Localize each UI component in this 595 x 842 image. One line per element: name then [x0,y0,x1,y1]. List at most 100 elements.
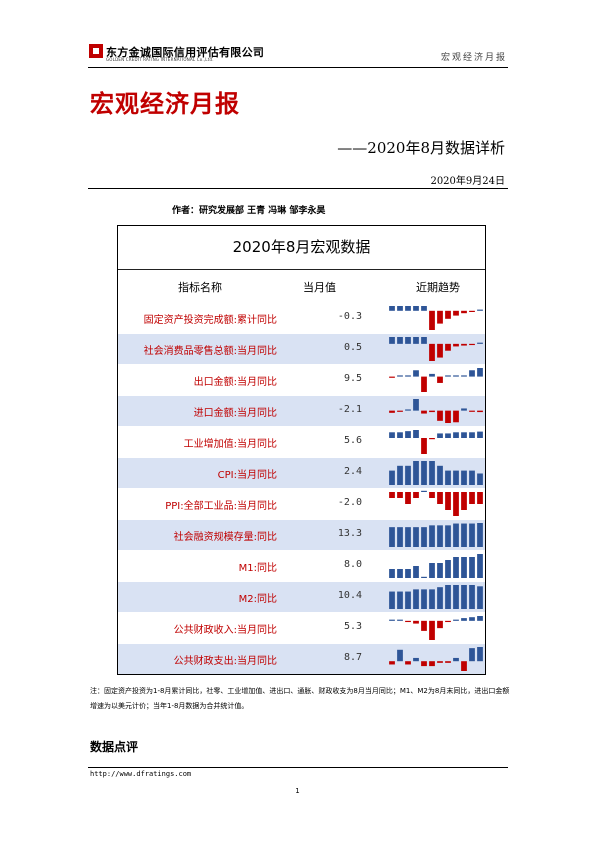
trend-bar [469,648,475,662]
trend-sparkline [389,399,483,423]
trend-bar [453,470,459,485]
trend-bar [429,461,435,485]
table-row: M1:同比 8.0 [118,551,485,581]
indicator-name: 公共财政支出:当月同比 [173,656,277,667]
trend-bar [453,657,459,662]
trend-bar [437,525,443,547]
trend-bar [413,527,419,547]
indicator-value: -0.3 [337,311,362,322]
trend-bar [421,490,427,492]
trend-bar [445,375,451,377]
trend-bar [397,569,403,578]
trend-bar [437,410,443,421]
indicator-value: 0.5 [343,342,362,353]
indicator-name: 公共财政收入:当月同比 [173,625,277,636]
header-divider [88,67,508,68]
trend-bar [389,619,395,621]
trend-bar [461,432,467,438]
table-row: 工业增加值:当月同比 5.6 [118,427,485,457]
trend-bar [421,337,427,344]
trend-bar [389,432,395,438]
trend-bar [453,492,459,516]
trend-bar [405,375,411,377]
trend-bar [397,619,403,621]
trend-sparkline [389,490,483,516]
trend-bar [397,306,403,311]
indicator-value: 13.3 [337,528,362,539]
footer-url: http://www.dfratings.com [90,770,192,778]
trend-sparkline [389,616,483,640]
company-name-en: GOLDEN CREDIT RATING INTERNATIONAL Co.,L… [106,57,214,62]
page-number: 1 [295,787,300,795]
trend-bar [461,618,467,621]
trend-bar [405,591,411,609]
indicator-name: 固定资产投资完成额:累计同比 [143,315,277,326]
trend-bar [413,566,419,578]
trend-bar [413,306,419,311]
trend-bar [453,375,459,377]
trend-bar [413,657,419,662]
trend-bar [453,432,459,438]
trend-bar [461,343,467,346]
indicator-name: PPI:全部工业品:当月同比 [165,501,277,512]
trend-bar [405,431,411,438]
trend-sparkline [389,461,483,485]
indicator-value: 8.0 [343,559,362,570]
trend-bar [437,343,443,358]
table-row: 公共财政收入:当月同比 5.3 [118,613,485,643]
trend-bar [461,661,467,671]
trend-bar [397,465,403,485]
trend-sparkline [389,554,483,578]
trend-bar [477,473,483,485]
authors-line: 作者：研究发展部 王青 冯琳 邹李永昊 [172,206,326,216]
trend-bar [445,410,451,423]
indicator-name: 社会消费品零售总额:当月同比 [143,346,277,357]
date-divider [88,188,508,189]
table-row: 公共财政支出:当月同比 8.7 [118,644,485,674]
trend-bar [389,410,395,413]
trend-bar [397,410,403,412]
trend-bar [389,661,395,665]
trend-bar [389,569,395,578]
trend-sparkline [389,523,483,547]
trend-bar [389,376,395,378]
panel-title-divider [118,269,485,270]
trend-bar [477,523,483,547]
trend-bar [437,587,443,609]
trend-bar [421,527,427,547]
trend-bar [445,492,451,510]
trend-bar [397,492,403,498]
trend-bar [437,661,443,663]
trend-bar [413,370,419,377]
trend-bar [437,492,443,504]
trend-bar [469,585,475,609]
indicator-value: 5.3 [343,621,362,632]
trend-bar [405,337,411,344]
trend-bar [421,661,427,667]
trend-sparkline [389,368,483,392]
trend-bar [413,461,419,485]
trend-bar [461,523,467,547]
trend-bar [397,649,403,662]
trend-bar [429,438,435,440]
trend-bar [437,465,443,485]
panel-title: 2020年8月宏观数据 [232,238,371,256]
trend-bar [405,527,411,547]
column-header-value: 当月值 [303,281,336,294]
trend-bar [461,492,467,510]
trend-bar [477,431,483,438]
trend-bar [413,620,419,624]
trend-bar [413,589,419,609]
trend-bar [429,373,435,377]
trend-bar [421,438,427,454]
report-date: 2020年9月24日 [430,176,505,187]
trend-bar [413,430,419,438]
trend-bar [389,470,395,485]
indicator-name: 社会融资规模存量:同比 [173,532,277,543]
trend-bar [405,465,411,485]
trend-bar [477,616,483,621]
trend-bar [445,310,451,319]
trend-bar [461,408,467,411]
report-title: 宏观经济月报 [90,90,240,118]
trend-bar [477,368,483,377]
